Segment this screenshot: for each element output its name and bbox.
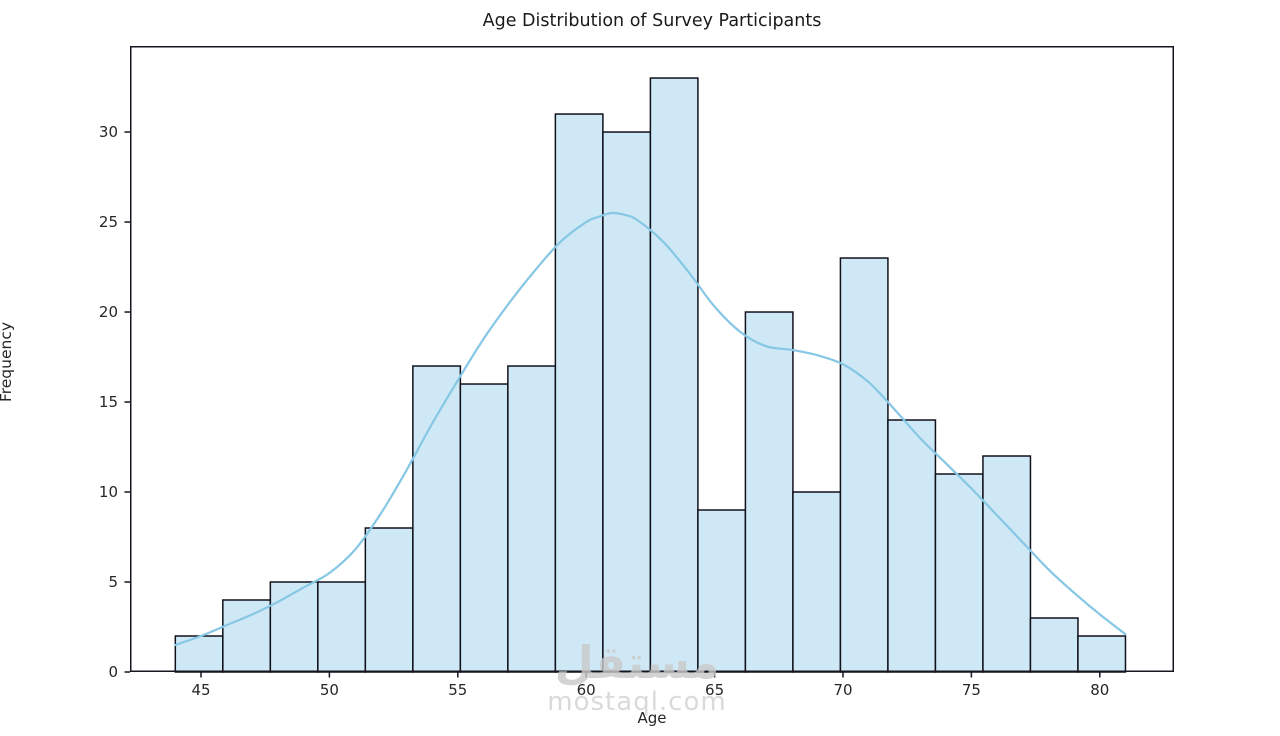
histogram-bar bbox=[744, 311, 794, 673]
histogram-bar bbox=[412, 365, 462, 673]
plot-area bbox=[124, 46, 1174, 678]
y-tick-label: 30 bbox=[98, 123, 118, 142]
histogram-bar bbox=[602, 131, 652, 673]
histogram-bar bbox=[982, 455, 1032, 673]
histogram-bar bbox=[934, 473, 984, 673]
histogram-bar bbox=[887, 419, 937, 673]
y-tick-label: 20 bbox=[98, 303, 118, 322]
x-tick-label: 50 bbox=[319, 681, 339, 699]
y-tick-label: 5 bbox=[108, 573, 118, 591]
histogram-bar bbox=[697, 509, 747, 673]
x-tick-label: 75 bbox=[961, 681, 981, 699]
histogram-bar bbox=[839, 257, 889, 673]
plot-canvas bbox=[124, 46, 1174, 678]
histogram-bar bbox=[649, 77, 699, 673]
x-tick-label: 60 bbox=[576, 681, 596, 699]
y-tick-label: 25 bbox=[98, 213, 118, 232]
y-tick-label: 10 bbox=[98, 483, 118, 501]
chart-title: Age Distribution of Survey Participants bbox=[482, 11, 822, 31]
y-axis-label: Frequency bbox=[0, 321, 15, 403]
histogram-bar bbox=[174, 635, 224, 673]
histogram-bar bbox=[554, 113, 604, 673]
y-tick-label: 15 bbox=[98, 393, 118, 412]
x-tick-label: 45 bbox=[191, 681, 211, 699]
histogram-bar bbox=[317, 581, 367, 673]
histogram-bar bbox=[1077, 635, 1127, 673]
histogram-bar bbox=[507, 365, 557, 673]
histogram-bar bbox=[1029, 617, 1079, 673]
histogram-bar bbox=[459, 383, 509, 673]
plot-border bbox=[130, 46, 1174, 672]
x-axis-label: Age bbox=[637, 709, 667, 727]
histogram-bar bbox=[792, 491, 842, 673]
x-tick-label: 80 bbox=[1090, 681, 1110, 699]
x-tick-label: 55 bbox=[448, 681, 468, 699]
x-tick-label: 65 bbox=[705, 681, 725, 699]
histogram-bar bbox=[364, 527, 414, 673]
histogram-bar bbox=[269, 581, 319, 673]
kde-curve bbox=[174, 211, 1127, 647]
histogram-bar bbox=[222, 599, 272, 673]
x-tick-label: 70 bbox=[833, 681, 853, 699]
y-tick-label: 0 bbox=[108, 663, 118, 681]
